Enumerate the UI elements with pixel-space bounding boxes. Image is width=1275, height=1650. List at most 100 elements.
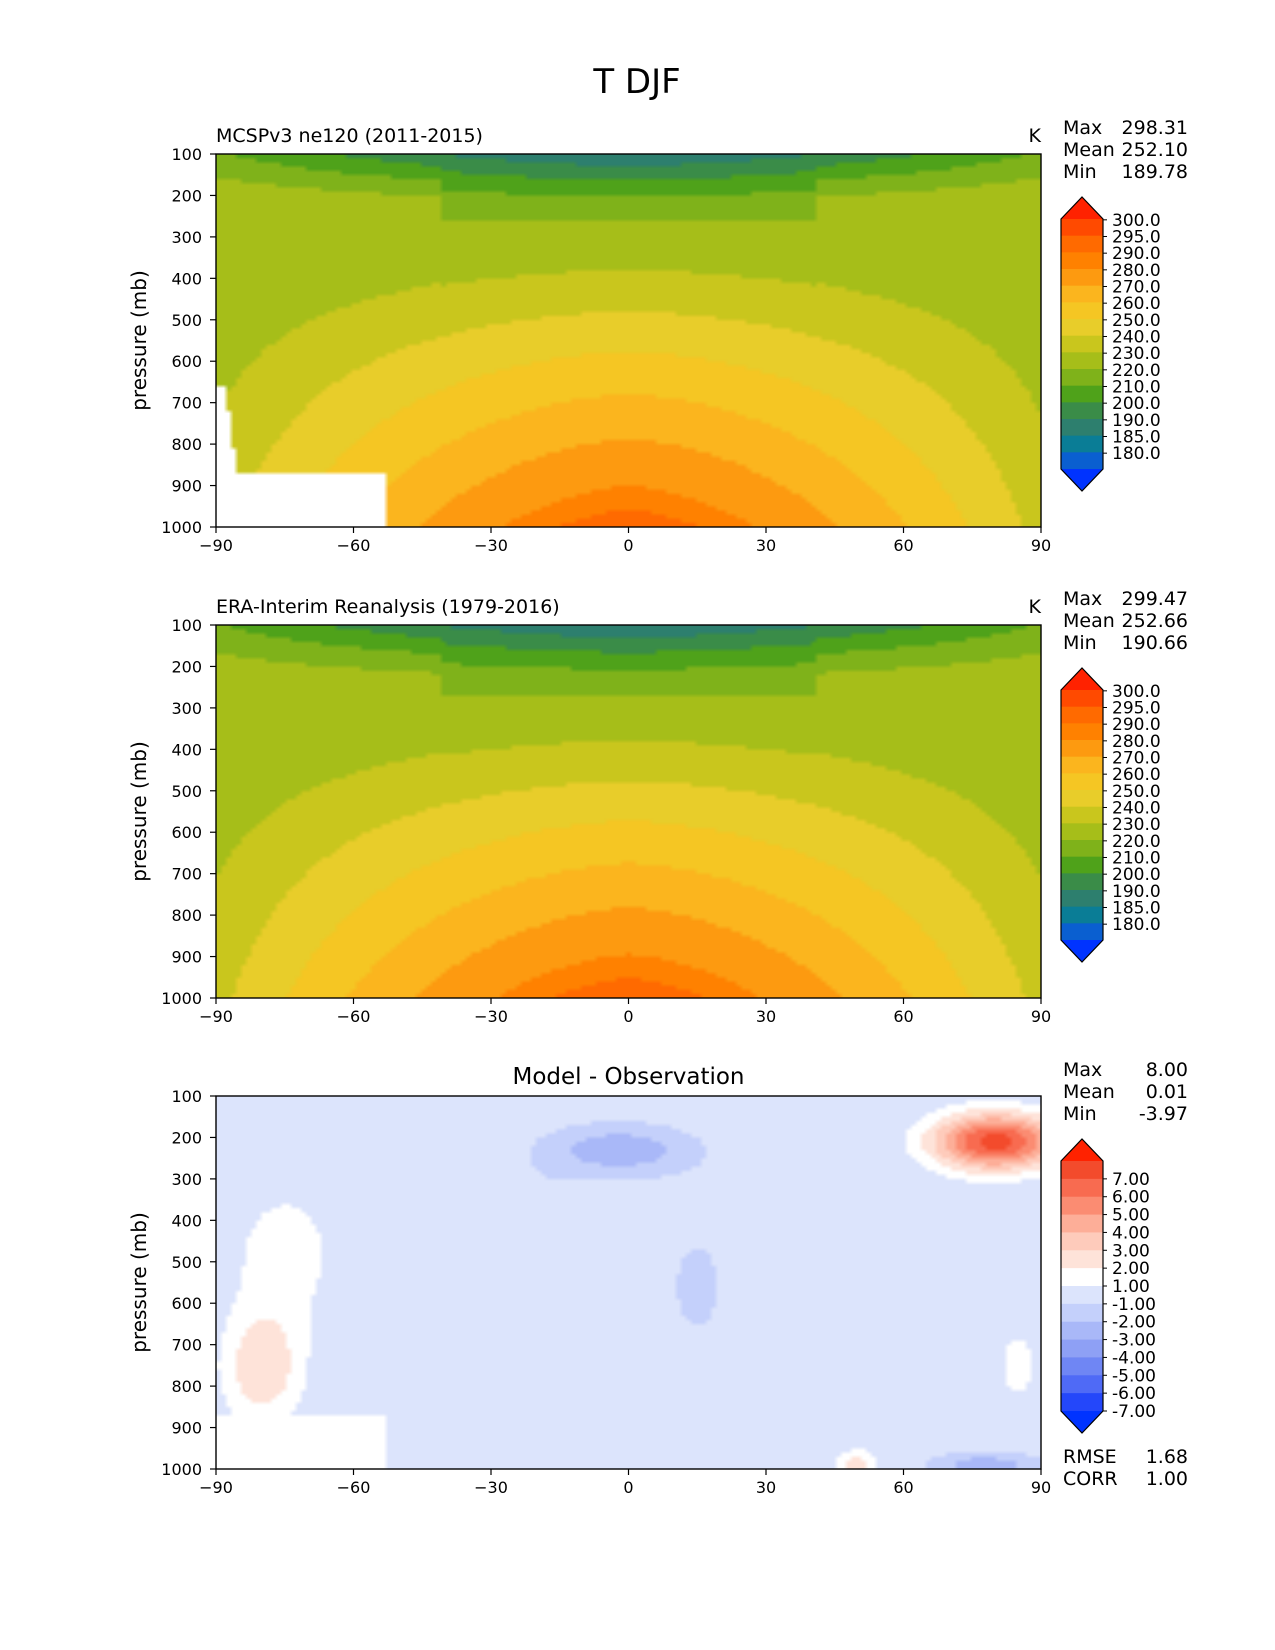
stat-label: Mean: [1063, 139, 1115, 161]
stat-label: Max: [1063, 117, 1102, 139]
colorbar-label: -5.00: [1112, 1366, 1156, 1386]
x-tick-label: 0: [623, 536, 633, 555]
colorbar-segment: [1061, 1196, 1103, 1216]
colorbar-segment: [1061, 1321, 1103, 1341]
colorbar-segment: [1061, 1161, 1103, 1180]
colorbar-label: 185.0: [1112, 428, 1161, 448]
y-tick-label: 100: [171, 1087, 202, 1106]
y-tick-label: 400: [171, 1211, 202, 1230]
x-tick-label: −30: [474, 1478, 508, 1497]
colorbar-label: 7.00: [1112, 1170, 1150, 1190]
y-tick-label: 700: [171, 1336, 202, 1355]
colorbar-label: 295.0: [1112, 699, 1161, 719]
stat-value: 298.31: [1122, 117, 1188, 139]
stat-value: 0.01: [1146, 1081, 1188, 1103]
colorbar-label: -1.00: [1112, 1295, 1156, 1315]
colorbar-outline: [1060, 196, 1104, 492]
colorbar-segment: [1061, 1268, 1103, 1287]
y-tick-label: 500: [171, 311, 202, 330]
colorbar-label: 240.0: [1112, 799, 1161, 819]
y-tick-label: 700: [171, 394, 202, 413]
colorbar-label: -7.00: [1112, 1402, 1156, 1422]
colorbar-label: 250.0: [1112, 782, 1161, 802]
colorbar-label: 6.00: [1112, 1188, 1150, 1208]
y-tick-label: 600: [171, 1294, 202, 1313]
colorbar-label: 2.00: [1112, 1259, 1150, 1279]
x-tick-label: 30: [756, 536, 776, 555]
y-tick-label: 500: [171, 782, 202, 801]
colorbar-segment: [1061, 385, 1103, 403]
colorbar-label: 270.0: [1112, 278, 1161, 298]
x-tick-label: −30: [474, 1007, 508, 1026]
colorbar-label: 1.00: [1112, 1277, 1150, 1297]
colorbar-label: 200.0: [1112, 394, 1161, 414]
y-tick-label: 700: [171, 865, 202, 884]
colorbar-label: 185.0: [1112, 899, 1161, 919]
colorbar-segment: [1061, 1232, 1103, 1251]
contour-field: [216, 1096, 1041, 1469]
contour-field: [216, 625, 1041, 998]
x-tick-label: 0: [623, 1478, 633, 1497]
colorbar-label: 220.0: [1112, 832, 1161, 852]
colorbar-label: 5.00: [1112, 1206, 1150, 1226]
x-tick-label: −60: [337, 536, 371, 555]
stat-value: -3.97: [1139, 1103, 1188, 1125]
x-tick-label: 0: [623, 1007, 633, 1026]
colorbar-arrow-bottom: [1061, 1411, 1103, 1433]
stat-label: Mean: [1063, 610, 1115, 632]
colorbar-label: 180.0: [1112, 915, 1161, 935]
colorbar: 7.006.005.004.003.002.001.00-1.00-2.00-3…: [1060, 1138, 1156, 1434]
colorbar-segment: [1061, 723, 1103, 741]
stat-value: 252.66: [1122, 610, 1188, 632]
colorbar-segment: [1061, 906, 1103, 924]
x-tick-label: −90: [199, 536, 233, 555]
colorbar-label: 210.0: [1112, 849, 1161, 869]
y-tick-label: 800: [171, 906, 202, 925]
y-tick-label: 800: [171, 1377, 202, 1396]
colorbar-segment: [1061, 773, 1103, 791]
colorbar-segment: [1061, 1214, 1103, 1234]
colorbar-segment: [1061, 1250, 1103, 1269]
colorbar-label: 230.0: [1112, 344, 1161, 364]
colorbar-arrow-top: [1061, 668, 1103, 690]
colorbar-segment: [1061, 806, 1103, 824]
colorbar-label: 300.0: [1112, 211, 1161, 231]
stat-label: Max: [1063, 588, 1102, 610]
colorbar-label: 190.0: [1112, 411, 1161, 431]
colorbar-segment: [1061, 690, 1103, 708]
colorbar-segment: [1061, 1393, 1103, 1412]
colorbar-label: 280.0: [1112, 732, 1161, 752]
x-tick-label: 30: [756, 1007, 776, 1026]
panel-3: Model - Observation100200300400500600700…: [127, 1059, 1188, 1497]
colorbar: 300.0295.0290.0280.0270.0260.0250.0240.0…: [1060, 667, 1161, 963]
colorbar-arrow-top: [1061, 197, 1103, 219]
colorbar-segment: [1061, 319, 1103, 337]
units-label: K: [1029, 596, 1042, 618]
y-tick-label: 1000: [161, 1460, 202, 1479]
colorbar-label: 180.0: [1112, 444, 1161, 464]
colorbar-segment: [1061, 419, 1103, 437]
panel-title: MCSPv3 ne120 (2011-2015): [216, 125, 483, 147]
colorbar-label: 4.00: [1112, 1223, 1150, 1243]
colorbar-arrow-top: [1061, 1139, 1103, 1161]
x-tick-label: −60: [337, 1007, 371, 1026]
colorbar-segment: [1061, 890, 1103, 908]
stat-label: RMSE: [1063, 1446, 1117, 1468]
panel-1: MCSPv3 ne120 (2011-2015) K100200300400500…: [127, 117, 1188, 555]
y-tick-label: 400: [171, 740, 202, 759]
y-tick-label: 300: [171, 1170, 202, 1189]
x-tick-label: 30: [756, 1478, 776, 1497]
colorbar-segment: [1061, 235, 1103, 253]
colorbar-segment: [1061, 369, 1103, 387]
colorbar-label: 190.0: [1112, 882, 1161, 902]
stat-value: 252.10: [1122, 139, 1188, 161]
colorbar-outline: [1060, 667, 1104, 963]
colorbar-label: 3.00: [1112, 1241, 1150, 1261]
colorbar-segment: [1061, 840, 1103, 858]
colorbar-segment: [1061, 219, 1103, 237]
x-tick-label: 90: [1031, 536, 1051, 555]
stat-label: Mean: [1063, 1081, 1115, 1103]
y-axis-label: pressure (mb): [127, 741, 151, 882]
colorbar-label: 260.0: [1112, 294, 1161, 314]
